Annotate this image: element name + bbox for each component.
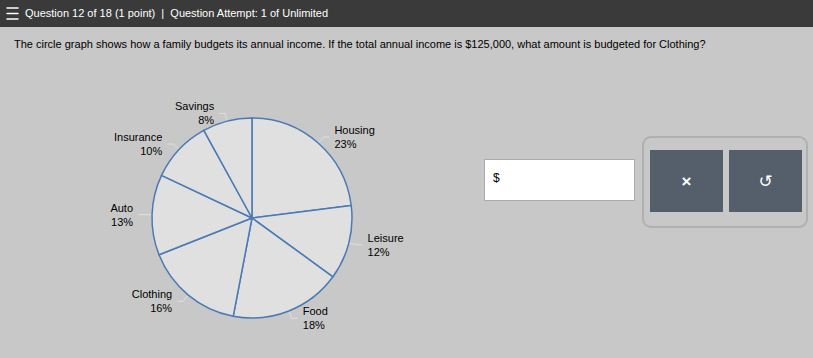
svg-text:Leisure: Leisure bbox=[368, 232, 404, 244]
svg-text:Clothing: Clothing bbox=[132, 288, 172, 300]
svg-text:10%: 10% bbox=[140, 145, 162, 157]
svg-text:8%: 8% bbox=[198, 114, 214, 126]
svg-text:23%: 23% bbox=[334, 138, 356, 150]
svg-text:Savings: Savings bbox=[175, 100, 215, 112]
svg-text:Question 12 of 18 (1 point) |: Question 12 of 18 (1 point) | Question A… bbox=[25, 7, 328, 19]
svg-text:Insurance: Insurance bbox=[114, 131, 162, 143]
svg-text:18%: 18% bbox=[303, 319, 325, 331]
svg-text:Housing: Housing bbox=[334, 124, 374, 136]
svg-text:The circle graph shows how a f: The circle graph shows how a family budg… bbox=[14, 38, 706, 50]
svg-text:Food: Food bbox=[303, 305, 328, 317]
svg-text:Auto: Auto bbox=[110, 202, 133, 214]
svg-text:13%: 13% bbox=[111, 216, 133, 228]
svg-text:12%: 12% bbox=[368, 246, 390, 258]
svg-text:$: $ bbox=[493, 171, 500, 185]
svg-text:×: × bbox=[682, 172, 692, 191]
svg-text:↺: ↺ bbox=[758, 172, 772, 191]
svg-text:16%: 16% bbox=[150, 302, 172, 314]
